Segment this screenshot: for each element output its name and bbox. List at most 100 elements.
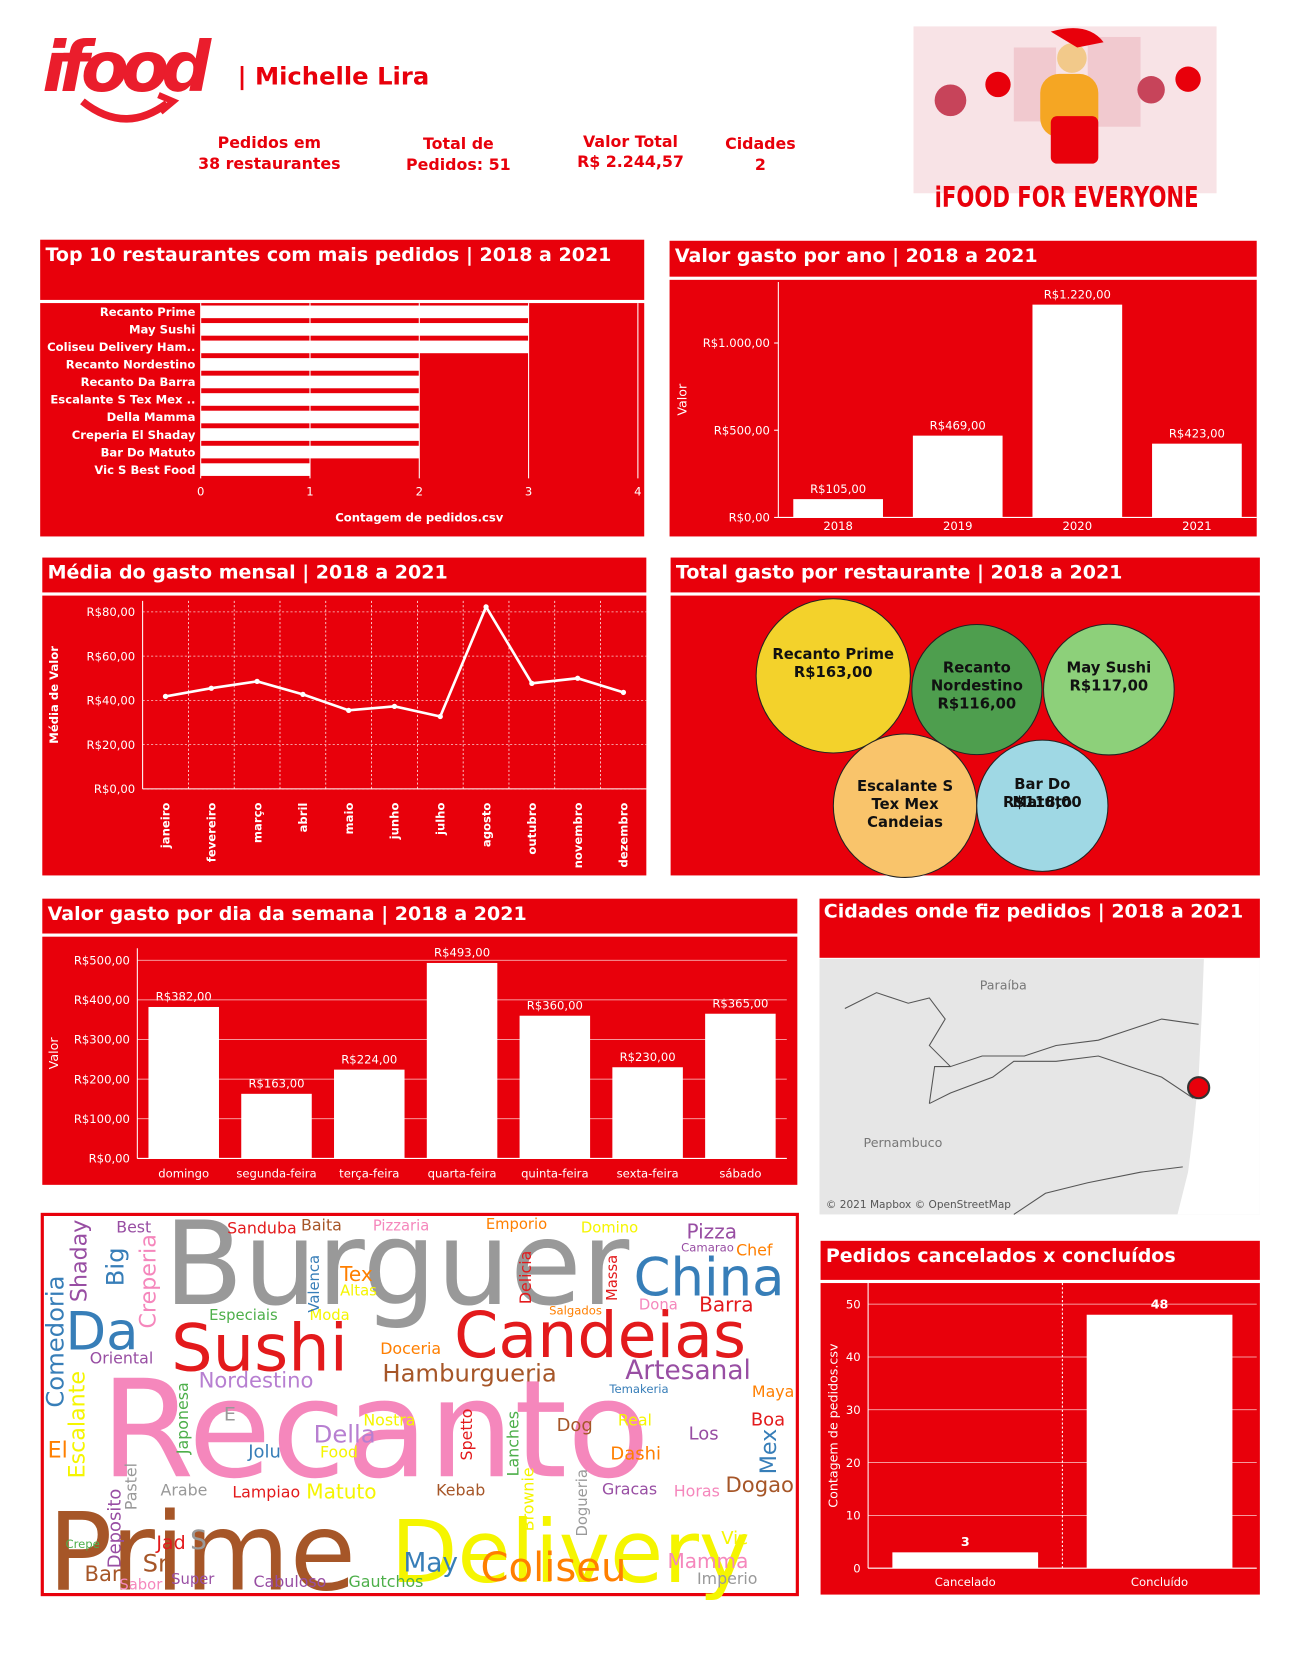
y-axis-label: Contagem de pedidos.csv [825,1343,840,1508]
x-tick-label: março [250,803,264,844]
word: Oriental [90,1348,153,1367]
x-tick-label: quarta-feira [428,1166,497,1180]
y-tick-label: R$500,00 [714,423,770,437]
map-city-marker[interactable] [1187,1076,1211,1100]
chart-title: Pedidos cancelados x concluídos [825,1245,1176,1268]
value-label: R$105,00 [810,482,866,496]
y-tick-label: R$60,00 [87,649,136,663]
y-category-label: Recanto Da Barra [81,375,196,389]
banner-figure-hair [1050,28,1104,48]
point [529,680,535,686]
word: S [190,1525,207,1556]
y-category-label: Della Mamma [107,410,196,424]
value-label: R$230,00 [620,1050,676,1064]
word: Los [689,1423,719,1444]
map-border [844,992,1199,1068]
word: Arabe [161,1480,208,1499]
value-label: R$224,00 [341,1052,397,1066]
word: Japonesa [173,1382,192,1455]
x-tick-label: agosto [479,803,493,848]
chart-title-box: Pedidos cancelados x concluídos [825,1245,1176,1268]
bubble-label-box: Recanto Nordestino [930,660,1023,695]
word: Emporio [486,1216,547,1233]
bar [612,1067,683,1159]
bubble-label: May Sushi [1066,660,1152,677]
value-label: R$423,00 [1169,426,1225,440]
word: Massa [604,1255,621,1301]
point [162,693,169,700]
word: Salgados [549,1304,602,1318]
map-title-box [819,898,1260,958]
x-tick-label: 2019 [943,519,973,533]
value-label: R$1.220,00 [1044,287,1111,301]
word: Valenca [306,1255,323,1313]
bar [705,1013,776,1159]
kpi-text: Pedidos em [218,133,321,152]
bubble-value-box: R$163,00 [794,664,873,681]
word: Imperio [697,1569,757,1588]
x-tick-label: quinta-feira [521,1166,589,1180]
bubble [755,598,911,754]
title-background [820,1240,1260,1280]
word: Mex [756,1429,782,1474]
x-tick-label: 2021 [1182,519,1212,533]
y-tick-label: R$40,00 [87,694,136,708]
word: Gracas [602,1479,657,1498]
point [208,685,214,691]
chart-title: Valor gasto por ano | 2018 a 2021 [674,244,1038,268]
x-tick-label: abril [296,803,310,833]
x-tick-label: sábado [719,1166,761,1180]
kpi-text: Total de [423,134,494,153]
map-border [929,1055,1194,1105]
y-tick-label: R$80,00 [87,605,136,619]
y-tick-label: R$200,00 [74,1072,130,1086]
word: Candeias [454,1298,746,1372]
word: Bar [85,1561,121,1586]
word: Maya [752,1382,794,1401]
bubble-label-box: Recanto Prime [772,646,895,664]
map-attribution: © 2021 Mapbox © OpenStreetMap [826,1199,1011,1211]
y-tick-label: 20 [846,1456,861,1470]
word: Camarao [681,1240,734,1254]
chart-title: Top 10 restaurantes com mais pedidos | 2… [45,243,612,267]
y-tick-label: 0 [853,1561,860,1575]
point [575,675,581,681]
y-category-label: Recanto Prime [100,305,196,319]
word: Lampiao [232,1482,300,1501]
value-label: 48 [1151,1296,1169,1311]
bar [200,463,310,476]
word: Da [66,1302,139,1363]
word: Big [101,1247,130,1286]
word: Pizza [686,1220,737,1244]
map-border [928,1066,951,1104]
word: Domino [581,1219,638,1236]
y-tick-label: R$100,00 [74,1112,130,1126]
word: Burguer [164,1197,630,1332]
word: E [224,1403,236,1425]
word: Crepe [66,1537,100,1551]
word: Sanduba [227,1218,297,1237]
y-tick-label: R$20,00 [87,738,136,752]
x-tick-label: domingo [158,1166,209,1180]
x-tick-label: 4 [634,484,641,498]
bar [426,962,498,1159]
x-tick-label: novembro [571,803,585,869]
word: Pizzaria [373,1217,429,1234]
map-background [819,958,1260,1215]
chart-title-box: Valor gasto por dia da semana | 2018 a 2… [48,903,527,925]
word: Moda [309,1307,349,1324]
word: Chef [736,1241,773,1260]
bar [1032,304,1123,518]
x-tick-label: dezembro [617,803,631,868]
bubble-label: Recanto Nordestino [930,660,1023,695]
word: Dona [639,1296,678,1313]
word: Food [320,1442,358,1461]
y-axis-label: Valor [674,383,689,416]
word: Baita [301,1215,342,1234]
word: Kebab [436,1480,485,1499]
kpi-text: R$ 2.244,57 [577,152,684,171]
bubble-label: Recanto Prime [772,646,895,664]
word: Matuto [306,1479,376,1503]
